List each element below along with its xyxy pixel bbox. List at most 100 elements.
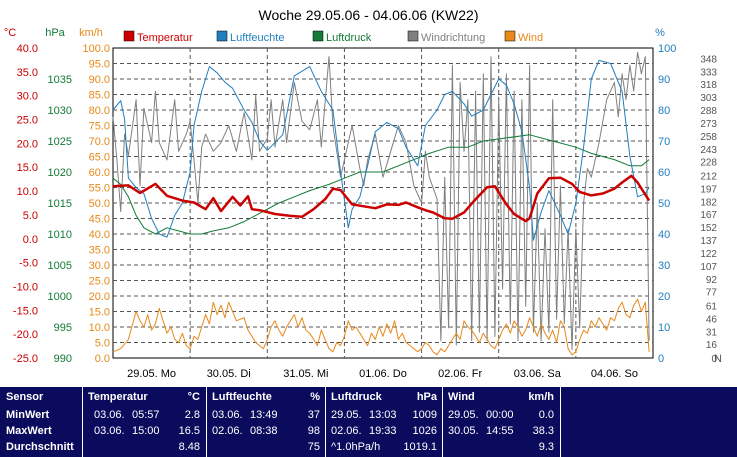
tick-deg: 167 — [700, 210, 717, 221]
tick-deg: 348 — [700, 54, 717, 65]
tick-deg: 137 — [700, 236, 717, 247]
tick-kmh: 0.0 — [95, 353, 110, 365]
tick-pct: 40 — [658, 229, 670, 241]
tick-kmh: 95.0 — [89, 59, 110, 71]
header-wind-unit: km/h — [528, 391, 554, 403]
tick-hpa: 995 — [54, 322, 72, 334]
tick-kmh: 60.0 — [89, 167, 110, 179]
tick-x: 30.05. Di — [207, 368, 251, 380]
tick-deg: 92 — [706, 275, 718, 286]
tick-pct: 100 — [658, 43, 676, 55]
tick-pct: 30 — [658, 260, 670, 272]
tick-deg: 122 — [700, 249, 717, 260]
table-cell: 03.06. — [212, 409, 243, 421]
tick-pct: 10 — [658, 322, 670, 334]
tick-hpa: 1015 — [48, 198, 72, 210]
table-divider — [82, 387, 83, 457]
table-cell: 16.5 — [178, 425, 200, 437]
tick-pct: 0 — [658, 353, 664, 365]
tick-kmh: 80.0 — [89, 105, 110, 117]
legend-label: Temperatur — [137, 32, 193, 44]
legend-label: Luftfeuchte — [230, 32, 284, 44]
tick-deg: 258 — [700, 132, 717, 143]
unit-label-c: °C — [4, 27, 16, 39]
tick-kmh: 70.0 — [89, 136, 110, 148]
table-cell: 13:49 — [250, 409, 278, 421]
tick-hpa: 1035 — [48, 74, 72, 86]
tick-deg: 152 — [700, 223, 717, 234]
table-cell: 13:03 — [369, 409, 397, 421]
tick-x: 03.06. Sa — [514, 368, 562, 380]
tick-deg: 243 — [700, 145, 717, 156]
tick-kmh: 20.0 — [89, 291, 110, 303]
table-cell: 19:33 — [369, 425, 397, 437]
tick-hpa: 1000 — [48, 291, 72, 303]
tick-kmh: 85.0 — [89, 90, 110, 102]
tick-deg: 0 — [711, 354, 717, 365]
tick-hpa: 1020 — [48, 167, 72, 179]
series-line-temperatur — [112, 174, 651, 223]
unit-label-kmh: km/h — [79, 27, 103, 39]
tick-c: -25.0 — [13, 353, 38, 365]
table-cell: 98 — [307, 425, 320, 437]
legend-label: Wind — [518, 32, 543, 44]
tick-deg: 318 — [700, 80, 717, 91]
tick-deg: 31 — [706, 327, 718, 338]
header-luftdruck: Luftdruck — [331, 391, 382, 403]
tick-deg: 228 — [700, 158, 717, 169]
tick-kmh: 55.0 — [89, 183, 110, 195]
unit-label-hpa: hPa — [45, 27, 65, 39]
table-cell: 38.3 — [532, 425, 554, 437]
tick-pct: 90 — [658, 74, 670, 86]
header-temperatur: Temperatur — [88, 391, 148, 403]
legend-swatch — [123, 30, 135, 42]
tick-deg: 182 — [700, 197, 717, 208]
table-cell: 1009 — [412, 409, 437, 421]
tick-deg: 288 — [700, 106, 717, 117]
legend-label: Luftdruck — [326, 32, 372, 44]
tick-deg: 107 — [700, 262, 717, 273]
tick-c: 15.0 — [17, 162, 38, 174]
series-line-luftdruck — [112, 134, 650, 235]
tick-c: 30.0 — [17, 91, 38, 103]
header-sensor: Sensor — [6, 391, 44, 403]
table-cell: 37 — [307, 409, 320, 421]
tick-deg: 333 — [700, 67, 717, 78]
table-cell: 03.06. — [94, 409, 125, 421]
table-cell: 29.05. — [331, 409, 362, 421]
table-cell: 08:38 — [250, 425, 278, 437]
series-line-windrichtung — [112, 51, 650, 350]
tick-kmh: 40.0 — [89, 229, 110, 241]
tick-c: 40.0 — [17, 43, 38, 55]
tick-kmh: 30.0 — [89, 260, 110, 272]
tick-pct: 50 — [658, 198, 670, 210]
table-divider — [206, 387, 207, 457]
tick-x: 29.05. Mo — [127, 368, 176, 380]
unit-label-deg: N — [714, 353, 722, 365]
tick-c: -5.0 — [19, 258, 38, 270]
tick-deg: 212 — [700, 171, 717, 182]
tick-kmh: 15.0 — [89, 307, 110, 319]
tick-hpa: 1010 — [48, 229, 72, 241]
tick-hpa: 1005 — [48, 260, 72, 272]
tick-kmh: 25.0 — [89, 276, 110, 288]
legend-swatch — [216, 30, 228, 42]
tick-kmh: 65.0 — [89, 152, 110, 164]
tick-pct: 80 — [658, 105, 670, 117]
unit-label-pct: % — [655, 27, 665, 39]
tick-x: 02.06. Fr — [438, 368, 482, 380]
chart-title: Woche 29.05.06 - 04.06.06 (KW22) — [259, 7, 479, 23]
legend-swatch — [504, 30, 516, 42]
table-cell: 05:57 — [132, 409, 160, 421]
legend-swatch — [407, 30, 419, 42]
tick-deg: 61 — [706, 301, 718, 312]
header-temp-unit: °C — [187, 391, 200, 403]
tick-c: 0.0 — [23, 234, 38, 246]
tick-deg: 46 — [706, 314, 718, 325]
table-cell: 02.06. — [331, 425, 362, 437]
stats-table: Sensor Temperatur °C Luftfeuchte % Luftd… — [0, 387, 737, 457]
tick-c: -15.0 — [13, 305, 38, 317]
header-wind: Wind — [448, 391, 475, 403]
table-cell: 03.06. — [94, 425, 125, 437]
table-cell: 29.05. — [448, 409, 479, 421]
